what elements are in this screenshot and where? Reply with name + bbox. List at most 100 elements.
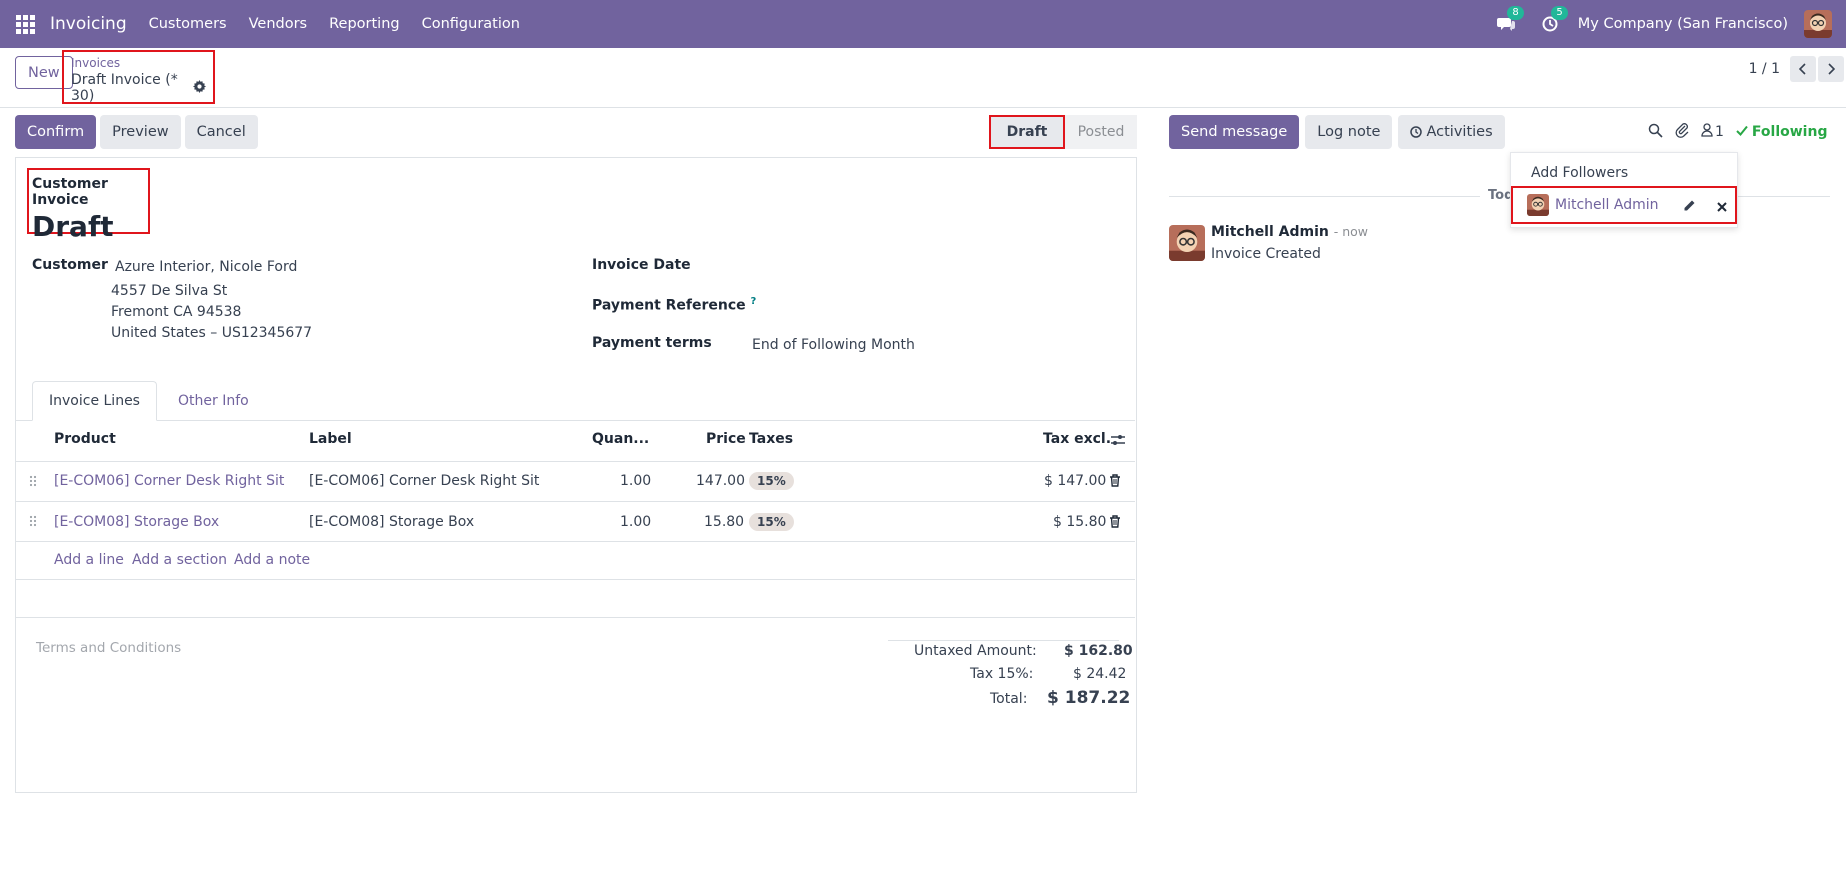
column-label[interactable]: Label — [309, 431, 352, 447]
message-header: Mitchell Admin - now — [1211, 224, 1368, 240]
column-quantity[interactable]: Quan... — [592, 431, 650, 447]
message-author-avatar[interactable] — [1169, 225, 1205, 261]
follower-item[interactable]: Mitchell Admin — [1511, 186, 1737, 224]
divider — [888, 640, 1119, 641]
clock-icon — [1410, 126, 1423, 138]
confirm-button[interactable]: Confirm — [15, 115, 97, 149]
total-value: $ 187.22 — [1047, 688, 1131, 708]
menu-customers[interactable]: Customers — [148, 16, 227, 32]
line-product[interactable]: [E-COM08] Storage Box — [54, 514, 220, 530]
tax-label: Tax 15%: — [970, 666, 1034, 682]
tax-value: $ 24.42 — [1073, 666, 1127, 682]
apps-menu-icon[interactable] — [0, 0, 50, 48]
follower-name[interactable]: Mitchell Admin — [1555, 197, 1659, 213]
divider — [16, 501, 1135, 502]
line-quantity[interactable]: 1.00 — [620, 514, 652, 530]
menu-reporting[interactable]: Reporting — [329, 16, 400, 32]
line-subtotal: $ 147.00 — [1044, 473, 1107, 489]
pager-value[interactable]: 1 / 1 — [1748, 61, 1780, 77]
column-taxes[interactable]: Taxes — [749, 431, 794, 447]
total-label: Total: — [990, 691, 1028, 707]
tab-other-info[interactable]: Other Info — [178, 393, 249, 409]
line-label[interactable]: [E-COM08] Storage Box — [309, 514, 475, 530]
line-price[interactable]: 147.00 — [696, 473, 745, 489]
app-name[interactable]: Invoicing — [50, 14, 127, 34]
menu-configuration[interactable]: Configuration — [421, 16, 520, 32]
preview-button[interactable]: Preview — [100, 115, 181, 149]
payment-reference-label: Payment Reference ? — [592, 296, 757, 314]
remove-close-icon[interactable] — [1717, 200, 1727, 216]
breadcrumb-current: Draft Invoice (* 30) — [71, 72, 178, 104]
following-label: Following — [1751, 124, 1828, 140]
line-subtotal: $ 15.80 — [1053, 514, 1107, 530]
pager-next-icon[interactable] — [1818, 56, 1844, 82]
follower-avatar — [1527, 194, 1549, 216]
add-section-link[interactable]: Add a section — [132, 552, 228, 568]
cancel-button[interactable]: Cancel — [184, 115, 258, 149]
untaxed-amount-label: Untaxed Amount: — [914, 643, 1037, 659]
activities-clock-icon[interactable]: 5 — [1528, 6, 1572, 32]
user-avatar[interactable] — [1804, 10, 1832, 38]
form-sheet — [15, 157, 1137, 793]
tab-invoice-lines[interactable]: Invoice Lines — [32, 381, 157, 421]
delete-trash-icon[interactable] — [1109, 474, 1121, 491]
line-price[interactable]: 15.80 — [704, 514, 745, 530]
line-quantity[interactable]: 1.00 — [620, 473, 652, 489]
column-price[interactable]: Price — [706, 431, 746, 447]
company-switcher[interactable]: My Company (San Francisco) — [1577, 16, 1788, 32]
chatter-actions: Send message Log note Activities — [1169, 115, 1505, 149]
terms-conditions-field[interactable]: Terms and Conditions — [36, 640, 182, 656]
tax-badge[interactable]: 15% — [749, 472, 794, 490]
untaxed-amount-value: $ 162.80 — [1064, 643, 1133, 659]
search-icon[interactable] — [1648, 123, 1663, 142]
column-product[interactable]: Product — [54, 431, 116, 447]
pager-previous-icon[interactable] — [1790, 56, 1816, 82]
messages-icon[interactable]: 8 — [1484, 6, 1528, 32]
breadcrumb-invoices-link[interactable]: Invoices — [71, 56, 121, 70]
message-body: Invoice Created — [1211, 246, 1321, 262]
divider — [0, 107, 1846, 108]
chatter-tools: 1 Following — [1648, 122, 1827, 142]
activities-badge: 5 — [1551, 6, 1568, 20]
line-product[interactable]: [E-COM06] Corner Desk Right Sit — [54, 473, 285, 489]
drag-handle-icon[interactable] — [29, 515, 37, 527]
invoice-title: Customer Invoice Draft — [27, 168, 150, 243]
form-action-buttons: Confirm Preview Cancel — [15, 115, 258, 149]
customer-field[interactable]: Azure Interior, Nicole Ford — [115, 259, 298, 275]
notebook-tabs: Invoice Lines Other Info — [16, 381, 1135, 421]
tax-badge[interactable]: 15% — [749, 513, 794, 531]
drag-handle-icon[interactable] — [29, 475, 37, 487]
status-posted[interactable]: Posted — [1065, 115, 1137, 149]
add-followers-item[interactable]: Add Followers — [1531, 165, 1629, 181]
delete-trash-icon[interactable] — [1109, 515, 1121, 532]
divider — [16, 617, 1135, 618]
gear-icon[interactable] — [193, 79, 206, 97]
invoice-type-label: Customer Invoice — [32, 176, 108, 208]
message-author[interactable]: Mitchell Admin — [1211, 224, 1329, 240]
help-tooltip-icon[interactable]: ? — [750, 296, 757, 307]
followers-dropdown — [1510, 152, 1738, 228]
column-tax-excluded[interactable]: Tax excl. — [1043, 431, 1112, 447]
log-note-button[interactable]: Log note — [1305, 115, 1393, 149]
followers-button[interactable]: 1 — [1701, 123, 1724, 141]
invoice-state-title: Draft — [32, 210, 114, 243]
divider — [16, 461, 1135, 462]
divider — [16, 541, 1135, 542]
following-button[interactable]: Following — [1736, 124, 1828, 140]
customer-address-line1: 4557 De Silva St — [111, 283, 228, 299]
pager: 1 / 1 — [1749, 56, 1846, 82]
add-note-link[interactable]: Add a note — [234, 552, 311, 568]
send-message-button[interactable]: Send message — [1169, 115, 1300, 149]
messages-badge: 8 — [1507, 6, 1524, 20]
menu-vendors[interactable]: Vendors — [248, 16, 308, 32]
payment-terms-field[interactable]: End of Following Month — [752, 337, 915, 353]
paperclip-icon[interactable] — [1675, 122, 1689, 142]
add-line-link[interactable]: Add a line — [54, 552, 124, 568]
optional-columns-icon[interactable] — [1110, 433, 1126, 451]
edit-pencil-icon[interactable] — [1683, 199, 1696, 216]
line-label[interactable]: [E-COM06] Corner Desk Right Sit — [309, 473, 540, 489]
activities-button[interactable]: Activities — [1398, 115, 1505, 149]
status-draft[interactable]: Draft — [989, 115, 1065, 149]
status-bar: Draft Posted — [989, 115, 1137, 149]
invoice-date-label: Invoice Date — [592, 257, 691, 273]
